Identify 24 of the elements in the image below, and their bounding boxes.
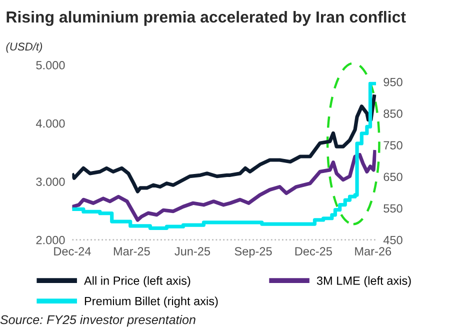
source-note: Source: FY25 investor presentation — [0, 314, 196, 327]
y2-tick-label: 550 — [384, 204, 402, 213]
y-tick-label: 5.000 — [36, 61, 65, 70]
y-tick-label: 2.000 — [36, 236, 65, 244]
y-tick-label: 3.000 — [36, 178, 65, 186]
x-tick-label: Mar-26 — [355, 247, 392, 256]
legend-label: All in Price (left axis) — [84, 276, 190, 288]
legend-label: Premium Billet (right axis) — [84, 296, 218, 308]
y-tick-label: 4.000 — [36, 119, 65, 128]
x-tick-label: Dec-24 — [54, 247, 91, 256]
y2-tick-label: 450 — [383, 236, 402, 244]
y2-tick-label: 850 — [384, 110, 402, 118]
y2-tick-label: 750 — [384, 141, 402, 150]
y-axis-title: (USD/t) — [6, 42, 42, 53]
legend-label: 3M LME (left axis) — [316, 276, 411, 288]
x-tick-label: Dec-25 — [295, 247, 332, 256]
x-tick-label: Jun-25 — [174, 247, 210, 256]
line-series — [72, 94, 376, 194]
y2-tick-label: 950 — [384, 78, 402, 86]
line-series — [72, 150, 376, 222]
chart-title: Rising aluminium premia accelerated by Iran conflict — [6, 10, 406, 26]
y2-tick-label: 650 — [384, 172, 402, 182]
x-tick-label: Mar-25 — [114, 247, 150, 256]
x-tick-label: Sep-25 — [234, 247, 272, 258]
